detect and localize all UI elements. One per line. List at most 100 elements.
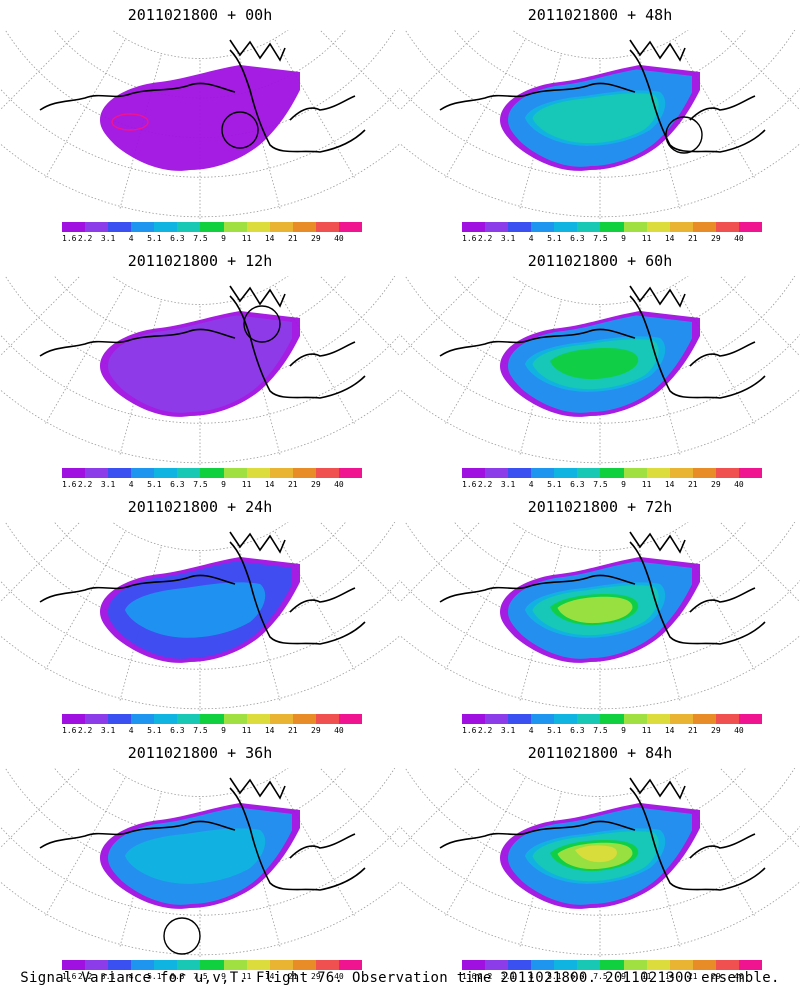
- colorbar-tick-label: 2.2: [77, 480, 93, 489]
- colorbar-swatch: [738, 222, 763, 232]
- variance-contour-level-8: [575, 845, 617, 863]
- variance-field: [100, 557, 300, 663]
- coastlines: [439, 39, 766, 153]
- colorbar-swatch: [715, 960, 739, 970]
- colorbar-swatch: [623, 468, 647, 478]
- colorbar-swatch: [531, 714, 555, 724]
- colorbar-tick-label: 2.2: [477, 480, 493, 489]
- colorbar-swatch: [338, 714, 363, 724]
- colorbar-swatch: [485, 468, 509, 478]
- map-panel-12h: 2011021800 + 12h 1.6 2.2 3.1 4 5.1 6.3 7.5 9 11 14…: [0, 246, 400, 492]
- colorbar-swatch: [223, 714, 247, 724]
- colorbar-swatch: [462, 468, 486, 478]
- variance-contour-level-0: [100, 65, 300, 171]
- colorbar-swatch: [508, 222, 532, 232]
- colorbar-swatch: [108, 222, 132, 232]
- colorbar: [62, 468, 363, 478]
- colorbar-swatch: [692, 222, 716, 232]
- colorbar-tick-label: 11: [241, 972, 252, 981]
- colorbar-tick-label: 40: [734, 972, 744, 981]
- colorbar-tick-label: 2.2: [477, 972, 493, 981]
- colorbar-tick-label: 1.6: [462, 480, 477, 489]
- colorbar-swatch: [200, 960, 224, 970]
- colorbar-swatch: [85, 222, 109, 232]
- colorbar-swatch: [646, 468, 670, 478]
- colorbar-swatch: [485, 714, 509, 724]
- colorbar-swatch: [338, 222, 363, 232]
- colorbar-tick-label: 4: [528, 726, 534, 735]
- colorbar-swatch: [692, 714, 716, 724]
- polar-map: [0, 30, 400, 220]
- colorbar-tick-label: 4: [128, 972, 134, 981]
- colorbar: [62, 222, 363, 232]
- variance-field: [500, 311, 700, 417]
- colorbar-tick-label: 40: [734, 234, 744, 243]
- colorbar-tick-label: 29: [311, 972, 321, 981]
- variance-field: [100, 311, 300, 417]
- variance-field: [100, 65, 300, 171]
- colorbar-swatch: [246, 714, 270, 724]
- colorbar-swatch: [485, 222, 509, 232]
- map-panel-48h: 2011021800 + 48h 1.6 2.2 3.1 4 5.1 6.3 7.5 9 11 14…: [400, 0, 800, 246]
- map-panel-72h: 2011021800 + 72h 1.6 2.2 3.1 4 5.1 6.3 7.5 9 11 14…: [400, 492, 800, 738]
- polar-map: [0, 276, 400, 466]
- colorbar-swatch: [62, 714, 86, 724]
- polar-map: [400, 30, 800, 220]
- colorbar-tick-label: 21: [687, 234, 698, 243]
- colorbar-swatch: [269, 222, 293, 232]
- panel-title: 2011021800 + 24h: [127, 498, 273, 516]
- colorbar-swatch: [738, 960, 763, 970]
- colorbar-tick-label: 9: [621, 726, 626, 735]
- colorbar-swatch: [177, 468, 201, 478]
- map-panel-0h: 2011021800 + 00h 1.6 2.2 3.1 4 5.1 6.3 7.5 9 11 14…: [0, 0, 400, 246]
- panel-title: 2011021800 + 48h: [527, 6, 673, 24]
- colorbar-tick-label: 21: [287, 480, 298, 489]
- polar-map: [400, 768, 800, 958]
- colorbar-swatch: [200, 222, 224, 232]
- colorbar-swatch: [577, 468, 601, 478]
- colorbar-tick-label: 5.1: [147, 972, 162, 981]
- coastlines: [439, 777, 766, 891]
- colorbar-swatch: [85, 714, 109, 724]
- colorbar-tick-label: 7.5: [193, 726, 208, 735]
- map-panel-36h: 2011021800 + 36h 1.6 2.2 3.1 4 5.1 6.3 7.5 9 11 14…: [0, 738, 400, 984]
- colorbar-tick-label: 6.3: [170, 972, 185, 981]
- colorbar-tick-label: 5.1: [547, 234, 562, 243]
- colorbar-swatch: [338, 960, 363, 970]
- colorbar-swatch: [131, 468, 155, 478]
- colorbar-swatch: [531, 960, 555, 970]
- colorbar-swatch: [62, 222, 86, 232]
- colorbar-tick-label: 3.1: [100, 972, 116, 981]
- map-panel-84h: 2011021800 + 84h 1.6 2.2 3.1 4 5.1 6.3 7.5 9 11 14…: [400, 738, 800, 984]
- variance-contour-level-7: [557, 596, 633, 624]
- colorbar-tick-label: 6.3: [570, 480, 585, 489]
- colorbar-swatch: [131, 960, 155, 970]
- colorbar-swatch: [738, 714, 763, 724]
- colorbar-tick-label: 1.6: [462, 972, 477, 981]
- figure-caption: Signal Variance for u,v,T. Flight 76. Ob…: [20, 970, 780, 986]
- colorbar-tick-label: 6.3: [170, 480, 185, 489]
- colorbar-tick-label: 11: [641, 726, 652, 735]
- colorbar-swatch: [600, 222, 624, 232]
- colorbar-swatch: [669, 960, 693, 970]
- colorbar-tick-label: 2.2: [477, 234, 493, 243]
- colorbar-swatch: [269, 960, 293, 970]
- colorbar-tick-label: 14: [264, 972, 275, 981]
- colorbar-tick-label: 29: [711, 972, 721, 981]
- colorbar-tick-label: 5.1: [147, 480, 162, 489]
- colorbar: [462, 222, 763, 232]
- colorbar-tick-label: 14: [664, 726, 675, 735]
- colorbar-tick-label: 14: [664, 480, 675, 489]
- variance-field: [100, 803, 300, 909]
- colorbar-tick-label: 14: [264, 234, 275, 243]
- colorbar-swatch: [600, 714, 624, 724]
- colorbar-tick-label: 4: [128, 480, 134, 489]
- colorbar-swatch: [577, 714, 601, 724]
- colorbar-tick-label: 3.1: [500, 480, 516, 489]
- colorbar-swatch: [554, 960, 578, 970]
- colorbar-tick-label: 5.1: [547, 480, 562, 489]
- colorbar-swatch: [669, 222, 693, 232]
- coastlines: [39, 285, 366, 399]
- colorbar-swatch: [154, 222, 178, 232]
- colorbar-tick-label: 7.5: [593, 234, 608, 243]
